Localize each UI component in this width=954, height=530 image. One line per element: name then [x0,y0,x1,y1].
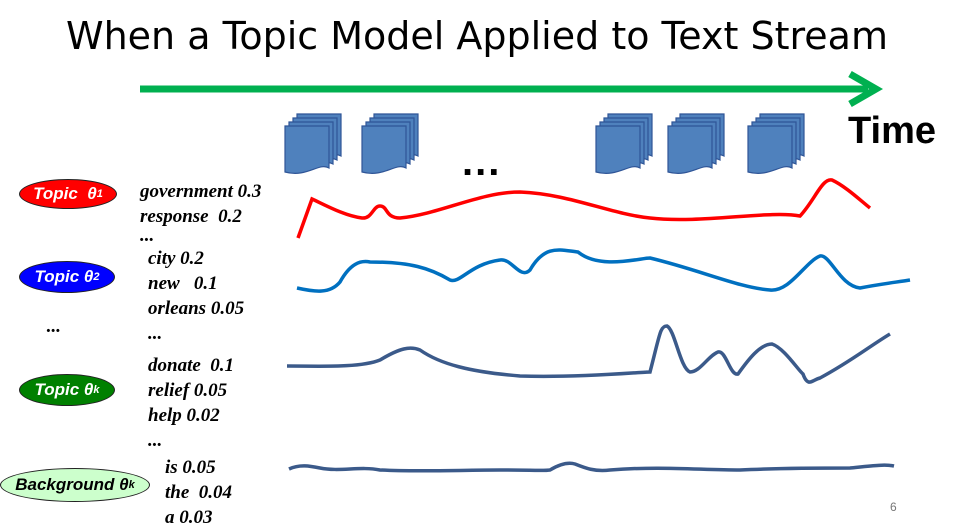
document-stack-icon [667,113,725,174]
topic-2-curve [296,248,911,293]
time-arrow [140,70,884,108]
word-line: a 0.03 [165,507,213,528]
topic-k-label: Topic [34,380,80,399]
topic-1-subscript: 1 [96,188,103,200]
topic-2-subscript: 2 [93,271,100,283]
topic-k-subscript: k [93,384,100,396]
word-line: ... [148,323,163,344]
background-subscript: k [128,479,135,491]
word-line: is 0.05 [165,457,216,478]
page-number: 6 [890,500,897,514]
document-stack-icon [361,113,419,174]
word-line: government 0.3 [140,181,262,202]
word-line: ... [140,225,155,246]
word-line: new 0.1 [148,273,218,294]
theta-symbol: θ [87,184,97,203]
time-label: Time [848,110,937,152]
theta-symbol: θ [83,267,94,286]
word-line: the 0.04 [165,482,233,503]
theta-symbol: θ [83,380,94,399]
word-line: city 0.2 [148,248,204,269]
word-line: donate 0.1 [148,355,235,376]
document-stack-icon [747,113,805,174]
topic-k-curve [286,324,891,384]
document-stack-icon [284,113,342,174]
document-stack-icon [595,113,653,174]
background-words: is 0.05 the 0.04 a 0.03 [165,455,232,530]
word-line: orleans 0.05 [148,298,245,319]
word-line: ... [148,430,163,451]
topic-1-label: Topic [33,184,78,203]
topic-1-curve [296,178,872,239]
topic-2-words: city 0.2 new 0.1 orleans 0.05 ... [148,246,244,346]
background-curve [288,461,895,473]
word-line: response 0.2 [140,206,242,227]
topics-ellipsis: ... [46,316,61,337]
topic-1-words: government 0.3 response 0.2 ... [140,179,261,248]
documents-ellipsis: ... [462,140,502,184]
slide-title: When a Topic Model Applied to Text Strea… [66,14,888,58]
document-stacks [284,113,805,174]
word-line: help 0.02 [148,405,220,426]
word-line: relief 0.05 [148,380,228,401]
background-label: Background [15,475,115,494]
topic-2-label: Topic [34,267,80,286]
topic-k-words: donate 0.1 relief 0.05 help 0.02 ... [148,353,234,453]
theta-symbol: θ [119,475,129,494]
